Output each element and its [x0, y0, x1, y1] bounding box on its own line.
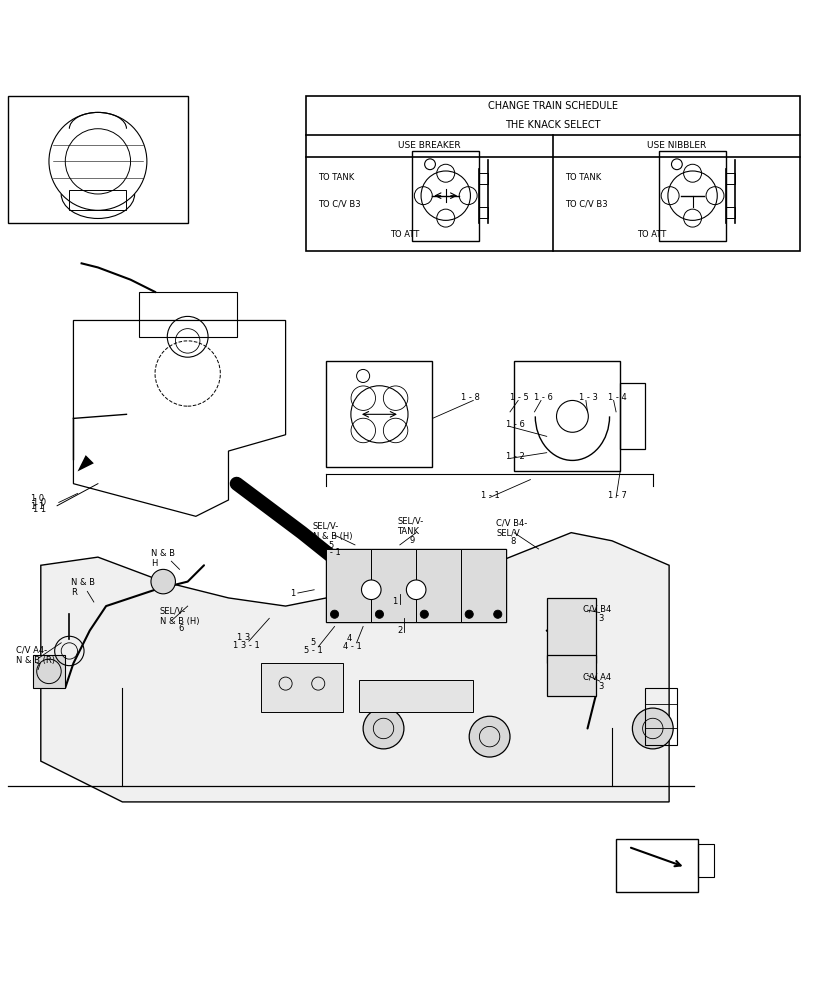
Bar: [726, 173, 735, 184]
Text: SEL/V-
N & B (H): SEL/V- N & B (H): [313, 521, 352, 541]
Text: USE NIBBLER: USE NIBBLER: [646, 141, 706, 150]
Text: 1 3 - 1: 1 3 - 1: [233, 641, 259, 650]
Circle shape: [632, 708, 673, 749]
Text: 1 - 2: 1 - 2: [506, 452, 525, 461]
Bar: [480, 173, 488, 184]
Text: 5 - 1: 5 - 1: [304, 646, 323, 655]
Text: 1 - 6: 1 - 6: [534, 393, 553, 402]
Bar: [547, 598, 596, 663]
Polygon shape: [41, 533, 669, 802]
Bar: [726, 207, 735, 218]
Text: 4: 4: [347, 634, 352, 643]
Bar: [620, 383, 645, 449]
Bar: [69, 190, 126, 210]
Text: N & B
R: N & B R: [71, 578, 95, 597]
Bar: [371, 549, 416, 622]
Circle shape: [494, 610, 502, 618]
Text: 1 - 5: 1 - 5: [510, 393, 529, 402]
Circle shape: [406, 580, 426, 600]
Circle shape: [420, 610, 428, 618]
Text: 1 1: 1 1: [33, 505, 46, 514]
Bar: [480, 207, 488, 218]
Bar: [8, 96, 188, 223]
Text: 9: 9: [410, 536, 415, 545]
Text: TO TANK: TO TANK: [318, 173, 354, 182]
Text: 2: 2: [397, 626, 402, 635]
Circle shape: [330, 610, 339, 618]
Text: TO ATT: TO ATT: [637, 230, 667, 239]
Bar: [33, 655, 65, 688]
Text: 1 1: 1 1: [31, 502, 44, 511]
Bar: [547, 655, 596, 696]
Text: 1 - 7: 1 - 7: [608, 491, 627, 500]
Text: USE BREAKER: USE BREAKER: [398, 141, 461, 150]
Polygon shape: [78, 455, 94, 471]
Circle shape: [361, 580, 381, 600]
Bar: [359, 680, 473, 712]
Circle shape: [151, 569, 175, 594]
Circle shape: [363, 708, 404, 749]
Text: 1 - 1: 1 - 1: [481, 491, 500, 500]
Text: 1: 1: [392, 597, 397, 606]
Text: THE KNACK SELECT: THE KNACK SELECT: [505, 120, 601, 130]
Bar: [659, 151, 726, 241]
Text: TO ATT: TO ATT: [390, 230, 419, 239]
Circle shape: [375, 610, 384, 618]
Bar: [326, 549, 371, 622]
Text: 5: 5: [310, 638, 315, 647]
Text: C/V A4: C/V A4: [583, 673, 610, 682]
Bar: [412, 151, 479, 241]
Text: C/V A4-
N & B (R): C/V A4- N & B (R): [16, 645, 55, 665]
Bar: [326, 549, 506, 622]
Text: 7: 7: [35, 663, 41, 672]
Text: N & B
H: N & B H: [151, 549, 175, 568]
Text: 1 0: 1 0: [33, 498, 46, 507]
Text: 6: 6: [178, 624, 184, 633]
Bar: [698, 844, 714, 877]
Circle shape: [469, 716, 510, 757]
Bar: [416, 549, 461, 622]
Text: C/V B4-
SEL/V: C/V B4- SEL/V: [496, 518, 527, 537]
Text: TO C/V B3: TO C/V B3: [565, 199, 608, 208]
Text: 3: 3: [598, 682, 604, 691]
Text: SEL/V-
TANK: SEL/V- TANK: [397, 516, 424, 536]
Bar: [326, 361, 432, 467]
Bar: [261, 663, 343, 712]
Bar: [514, 361, 620, 471]
Text: 1 0: 1 0: [31, 494, 44, 503]
Bar: [306, 96, 800, 251]
Text: 3: 3: [598, 614, 604, 623]
Text: 1 - 6: 1 - 6: [506, 420, 525, 429]
Text: 4 - 1: 4 - 1: [343, 642, 361, 651]
Text: 1 3: 1 3: [237, 633, 250, 642]
Bar: [645, 688, 677, 745]
Bar: [139, 292, 237, 337]
Text: 1 - 4: 1 - 4: [608, 393, 627, 402]
Text: C/V B4: C/V B4: [583, 604, 612, 613]
Text: CHANGE TRAIN SCHEDULE: CHANGE TRAIN SCHEDULE: [488, 101, 618, 111]
Text: TO C/V B3: TO C/V B3: [318, 199, 361, 208]
Circle shape: [465, 610, 473, 618]
Bar: [461, 549, 506, 622]
Text: 1 - 8: 1 - 8: [461, 393, 480, 402]
Text: 1: 1: [290, 589, 295, 598]
Text: TO TANK: TO TANK: [565, 173, 601, 182]
Bar: [616, 839, 698, 892]
Text: 8: 8: [510, 537, 516, 546]
Text: 5: 5: [328, 541, 333, 550]
Text: 5 - 1: 5 - 1: [322, 548, 341, 557]
Text: SEL/V-
N & B (H): SEL/V- N & B (H): [160, 606, 199, 626]
Text: 1 - 3: 1 - 3: [579, 393, 598, 402]
